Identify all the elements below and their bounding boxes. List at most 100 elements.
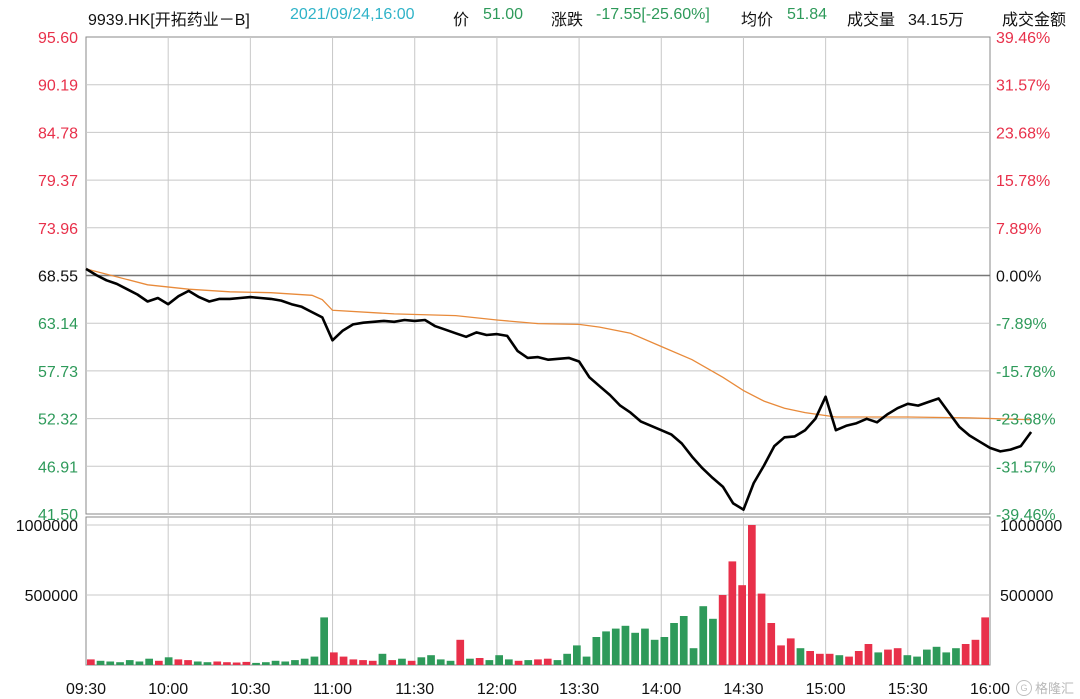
x-tick-label: 12:00: [477, 681, 517, 698]
y-left-tick-label: 95.60: [38, 30, 78, 47]
volume-bar: [252, 662, 260, 665]
volume-bar: [660, 637, 669, 665]
x-tick-label: 13:30: [559, 681, 599, 698]
avg-price-label: 均价: [741, 12, 774, 29]
volume-bar: [825, 653, 834, 665]
volume-bar: [971, 639, 980, 665]
volume-bar: [281, 661, 290, 665]
volume-bar: [514, 660, 523, 665]
price-label: 价: [453, 12, 470, 29]
volume-panel-frame: [85, 516, 991, 666]
volume-bar: [767, 623, 776, 665]
x-tick-label: 15:00: [806, 681, 846, 698]
volume-left-tick-label: 1000000: [16, 518, 78, 535]
volume-bar: [563, 653, 571, 665]
y-left-tick-label: 46.91: [38, 459, 78, 476]
x-tick-label: 15:30: [888, 681, 928, 698]
y-left-tick-label: 57.73: [38, 364, 78, 381]
volume-bar: [903, 655, 912, 665]
amount-label: 成交金额: [1002, 12, 1067, 29]
quote-header: 9939.HK[开拓药业－B] 2021/09/24,16:00 价 51.00…: [0, 6, 1080, 30]
x-tick-label: 14:30: [723, 681, 763, 698]
y-left-tick-label: 52.32: [38, 412, 78, 429]
volume-bar: [981, 617, 989, 665]
volume-bar: [349, 659, 358, 665]
volume-bar: [602, 631, 610, 665]
y-right-tick-label: 39.46%: [996, 30, 1050, 47]
volume-right-tick-label: 500000: [1000, 588, 1053, 605]
volume-bar: [923, 649, 931, 665]
y-left-tick-label: 79.37: [38, 173, 78, 190]
volume-left-tick-label: 500000: [25, 588, 78, 605]
volume-bar: [436, 659, 445, 665]
volume-bar: [203, 662, 212, 665]
volume-bar: [135, 661, 144, 665]
volume-bar: [670, 623, 678, 665]
volume-bar: [145, 658, 153, 665]
y-left-tick-label: 41.50: [38, 507, 78, 524]
volume-bar: [271, 660, 280, 665]
y-right-tick-label: 7.89%: [996, 221, 1041, 238]
volume-bar: [748, 525, 756, 665]
volume-bar: [456, 639, 465, 665]
volume-bar: [368, 660, 377, 665]
volume-bar: [679, 616, 688, 665]
volume-bar: [291, 660, 299, 665]
x-tick-label: 11:30: [395, 681, 434, 698]
volume-bar: [125, 660, 134, 665]
stock-code-name: 9939.HK[开拓药业－B]: [88, 12, 250, 29]
volume-bar: [378, 653, 387, 665]
volume-bar: [485, 660, 494, 665]
change-label: 涨跌: [551, 12, 584, 29]
y-left-tick-label: 68.55: [38, 269, 78, 286]
volume-bar: [689, 648, 698, 665]
volume-bar: [845, 656, 853, 665]
volume-bar: [87, 659, 95, 665]
y-right-tick-label: 0.00%: [996, 269, 1041, 286]
volume-bar: [699, 606, 708, 665]
volume-bar: [495, 655, 503, 665]
volume-bar: [534, 659, 542, 665]
volume-bar: [777, 645, 785, 665]
volume-bar: [543, 658, 552, 665]
watermark: G 格隆汇: [1015, 678, 1074, 697]
volume-bar: [582, 656, 591, 665]
volume-bar: [300, 658, 309, 665]
volume-bar: [874, 652, 883, 665]
volume-bar: [796, 648, 805, 665]
x-tick-label: 11:00: [313, 681, 352, 698]
quote-datetime: 2021/09/24,16:00: [290, 6, 415, 23]
volume-bar: [728, 561, 737, 665]
volume-bar: [106, 661, 115, 665]
volume-bar: [884, 649, 892, 665]
y-right-tick-label: -7.89%: [996, 316, 1047, 333]
y-right-tick-label: 31.57%: [996, 78, 1050, 95]
volume-bar: [339, 656, 348, 665]
volume-bar: [952, 648, 960, 665]
volume-bar: [913, 656, 921, 665]
y-right-tick-label: 23.68%: [996, 125, 1050, 142]
volume-bar: [932, 646, 941, 665]
volume-bar: [738, 585, 746, 665]
avg-price-value: 51.84: [787, 6, 828, 23]
watermark-text: 格隆汇: [1034, 681, 1074, 696]
logo-g-icon: G: [1015, 679, 1032, 696]
volume-value: 34.15万: [908, 12, 965, 29]
volume-bar: [223, 662, 231, 665]
volume-bar: [398, 658, 406, 665]
y-left-tick-label: 63.14: [38, 316, 78, 333]
y-right-tick-label: 15.78%: [996, 173, 1050, 190]
volume-bar: [320, 617, 328, 665]
volume-bar: [621, 625, 630, 665]
volume-right-tick-label: 1000000: [1000, 518, 1062, 535]
volume-bar: [864, 644, 873, 665]
volume-bar: [232, 662, 241, 665]
y-left-tick-label: 73.96: [38, 221, 78, 238]
volume-bar: [184, 660, 192, 665]
volume-bar: [475, 658, 484, 665]
volume-bar: [641, 628, 649, 665]
volume-bar: [757, 593, 766, 665]
price-value: 51.00: [483, 6, 524, 23]
x-tick-label: 16:00: [970, 681, 1010, 698]
